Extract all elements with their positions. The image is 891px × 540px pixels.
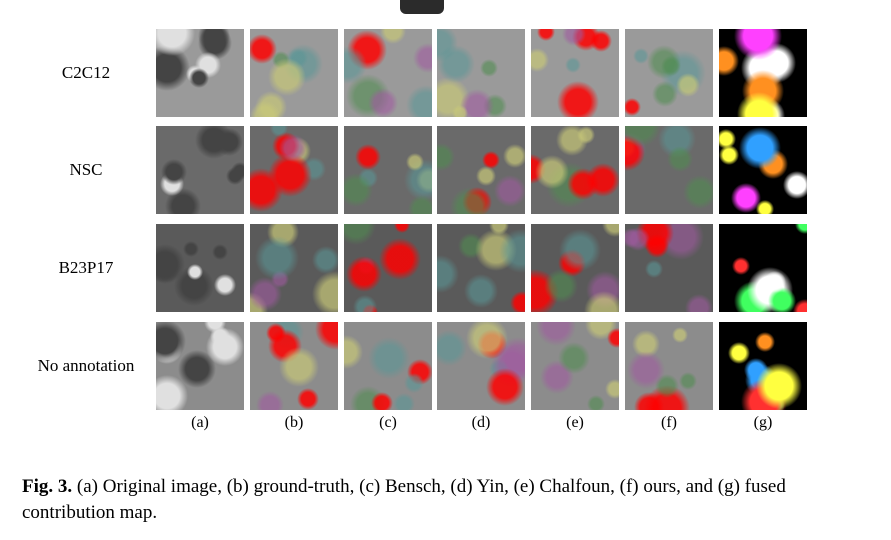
image-tile (625, 224, 713, 312)
column-label: (c) (379, 414, 397, 431)
image-tile (719, 126, 807, 214)
image-tile (250, 29, 338, 117)
image-tile (344, 126, 432, 214)
image-tile (437, 29, 525, 117)
column-label: (d) (471, 414, 491, 431)
image-tile (625, 29, 713, 117)
image-tile (625, 322, 713, 410)
image-tile (344, 322, 432, 410)
row-label: B23P17 (58, 258, 114, 277)
caption-label: Fig. 3. (22, 476, 73, 497)
image-tile (625, 126, 713, 214)
row-label: No annotation (37, 356, 135, 375)
image-tile (250, 126, 338, 214)
image-tile (437, 224, 525, 312)
image-tile (156, 29, 244, 117)
top-tab (400, 0, 444, 14)
image-tile (531, 29, 619, 117)
image-tile (531, 224, 619, 312)
image-tile (344, 29, 432, 117)
column-label: (a) (191, 414, 209, 431)
column-label: (b) (284, 414, 304, 431)
image-tile (719, 224, 807, 312)
image-tile (250, 224, 338, 312)
caption-text: (a) Original image, (b) ground-truth, (c… (22, 476, 786, 523)
image-tile (719, 322, 807, 410)
image-tile (719, 29, 807, 117)
column-label: (f) (661, 414, 677, 431)
image-tile (344, 224, 432, 312)
column-label: (e) (566, 414, 584, 431)
caption: Fig. 3. (a) Original image, (b) ground-t… (22, 474, 817, 526)
image-tile (156, 322, 244, 410)
image-tile (156, 126, 244, 214)
image-tile (437, 322, 525, 410)
image-tile (531, 126, 619, 214)
column-label: (g) (753, 414, 773, 431)
image-tile (250, 322, 338, 410)
row-label: NSC (69, 160, 103, 179)
image-tile (531, 322, 619, 410)
row-label: C2C12 (61, 63, 111, 82)
image-tile (437, 126, 525, 214)
image-tile (156, 224, 244, 312)
